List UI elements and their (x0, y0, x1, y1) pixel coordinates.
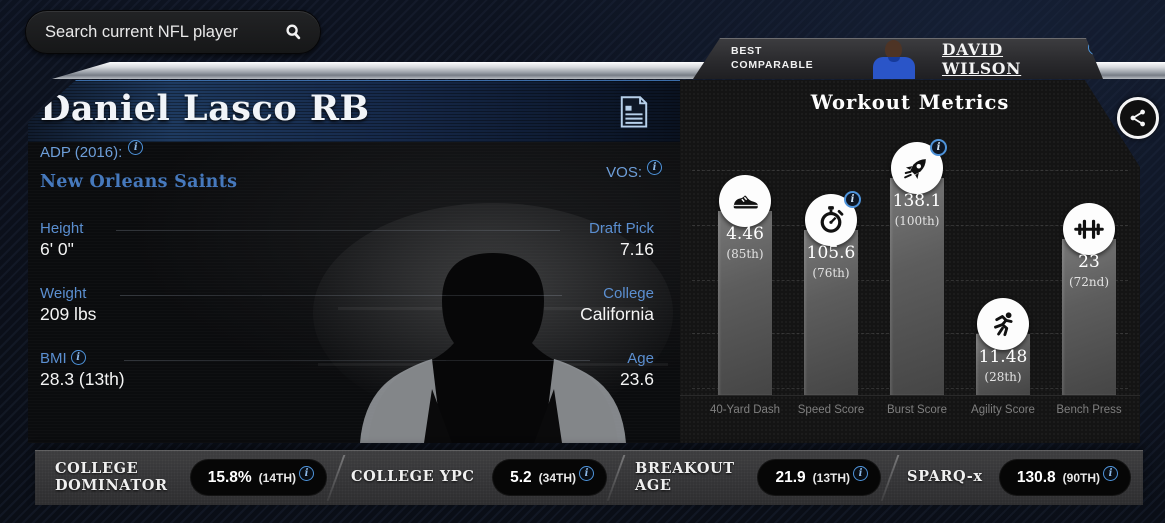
vos-label: VOS: (606, 164, 642, 181)
bar-value: 11.48 (978, 347, 1028, 367)
shoe-icon (719, 175, 771, 227)
metric-pill: 21.9 (13TH) (757, 459, 881, 496)
search-input[interactable] (45, 22, 280, 42)
bar-value: 138.1 (892, 191, 942, 211)
metric-value: 5.2 (510, 468, 532, 486)
comparable-player-avatar (871, 38, 915, 79)
stopwatch-icon (805, 191, 861, 246)
metric-label: COLLEGE YPC (351, 468, 475, 486)
bar-percentile: (100th) (894, 214, 940, 228)
best-comparable-label: BEST COMPARABLE (731, 45, 814, 71)
college-ypc-info-icon[interactable] (579, 466, 594, 481)
metric-college-dominator: COLLEGE DOMINATOR 15.8% (14TH) (35, 450, 335, 505)
vos-row: VOS: (606, 160, 662, 181)
runner-icon (977, 298, 1029, 350)
category-label: Burst Score (886, 404, 948, 416)
category-label: 40-Yard Dash (709, 404, 781, 416)
search-icon[interactable] (280, 19, 306, 45)
chart-column-burst-score: 138.1 (100th) Burst Score (874, 80, 960, 420)
bar-value: 23 (1078, 252, 1100, 272)
comparable-player-link[interactable]: DAVID WILSON (942, 40, 1103, 78)
metric-label: BREAKOUT AGE (635, 459, 735, 494)
team-name: New Orleans Saints (40, 172, 238, 192)
metric-rank: (13TH) (812, 470, 850, 485)
workout-metrics-panel: Workout Metrics 4.46 (680, 80, 1140, 443)
metric-rank: (90TH) (1062, 470, 1100, 485)
bar-percentile: (85th) (726, 247, 764, 261)
page-title: Daniel Lasco RB (40, 88, 370, 129)
chart-column-40-yard-dash: 4.46 (85th) 40-Yard Dash (702, 80, 788, 420)
sparq-x-info-icon[interactable] (1103, 466, 1118, 481)
chart-column-bench-press: 23 (72nd) Bench Press (1046, 80, 1132, 420)
metric-pill: 130.8 (90TH) (998, 459, 1131, 496)
bar-value: 105.6 (806, 243, 856, 263)
player-name-band (28, 80, 680, 142)
stat-age: Age 23.6 (619, 350, 654, 389)
bar-agility-score: 11.48 (28th) (976, 298, 1030, 395)
divider-line (262, 295, 562, 296)
burst-score-info-icon[interactable] (930, 139, 947, 156)
rocket-icon (891, 139, 947, 194)
breakout-age-info-icon[interactable] (853, 466, 868, 481)
bmi-info-icon[interactable] (70, 350, 86, 365)
stat-weight: Weight 209 lbs (40, 285, 97, 324)
metric-sparq-x: SPARQ-x 130.8 (90TH) (891, 450, 1137, 505)
metric-rank: (14TH) (258, 470, 296, 485)
bar-bench-press: 23 (72nd) (1062, 203, 1116, 395)
stat-height: Height 6' 0" (40, 220, 84, 259)
bar-burst-score: 138.1 (100th) (890, 139, 947, 395)
metric-pill: 15.8% (14TH) (189, 459, 327, 496)
metric-pill: 5.2 (34TH) (492, 459, 607, 496)
bar-percentile: (76th) (812, 266, 850, 280)
chart-column-agility-score: 11.48 (28th) Agility Score (960, 80, 1046, 420)
info-icon[interactable] (1088, 40, 1103, 55)
metric-label: COLLEGE DOMINATOR (55, 459, 168, 494)
bar-value: 4.46 (726, 224, 764, 244)
metric-rank: (34TH) (538, 470, 576, 485)
adp-row: ADP (2016): (40, 140, 144, 161)
stat-bmi: BMI 28.3 (13th) (40, 350, 125, 390)
chart-baseline (680, 395, 1140, 396)
player-news-icon[interactable] (618, 96, 650, 130)
metric-college-ypc: COLLEGE YPC 5.2 (34TH) (337, 450, 615, 505)
best-comparable-tab: BEST COMPARABLE DAVID WILSON (693, 38, 1103, 79)
bar-speed-score: 105.6 (76th) (804, 191, 861, 395)
divider-line (290, 360, 590, 361)
player-info-panel: Daniel Lasco RB ADP (2016): VOS: New Orl… (28, 80, 680, 443)
divider-line (260, 230, 560, 231)
speed-score-info-icon[interactable] (844, 191, 861, 208)
barbell-icon (1063, 203, 1115, 255)
bar-percentile: (28th) (984, 370, 1022, 384)
category-label: Speed Score (797, 404, 865, 416)
category-label: Bench Press (1056, 404, 1122, 416)
workout-metrics-title: Workout Metrics (810, 91, 1010, 114)
bar-percentile: (72nd) (1068, 275, 1110, 289)
metric-value: 130.8 (1016, 468, 1056, 486)
metric-value: 21.9 (775, 468, 806, 486)
divider-line (124, 360, 446, 361)
adp-label: ADP (2016): (40, 144, 123, 161)
workout-metrics-chart: 4.46 (85th) 40-Yard Dash (702, 80, 1132, 420)
stat-draft-pick: Draft Pick 7.16 (588, 220, 654, 259)
share-icon[interactable] (1117, 97, 1159, 139)
category-label: Agility Score (971, 404, 1035, 416)
chart-column-speed-score: 105.6 (76th) Speed Score (788, 80, 874, 420)
divider-line (116, 230, 446, 231)
bottom-metrics-bar: COLLEGE DOMINATOR 15.8% (14TH) COLLEGE Y… (35, 450, 1143, 505)
bar-40-yard-dash: 4.46 (85th) (718, 175, 772, 395)
metric-breakout-age: BREAKOUT AGE 21.9 (13TH) (617, 450, 889, 505)
metric-label: SPARQ-x (907, 468, 983, 486)
divider-line (120, 295, 446, 296)
vos-info-icon[interactable] (647, 160, 662, 175)
search-bar[interactable] (25, 10, 321, 54)
stat-college: College California (580, 285, 654, 324)
comparable-player-name: DAVID WILSON (941, 39, 1022, 78)
metric-value: 15.8% (207, 468, 252, 486)
adp-info-icon[interactable] (128, 140, 144, 155)
college-dominator-info-icon[interactable] (299, 466, 314, 481)
